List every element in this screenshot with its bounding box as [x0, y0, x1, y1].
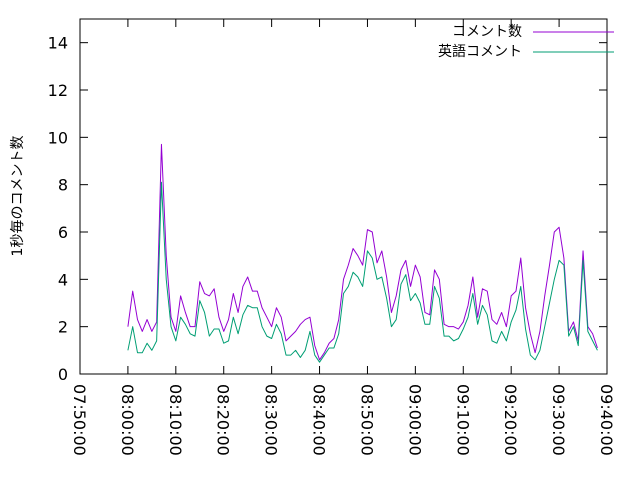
x-tick-label: 08:10:00	[166, 384, 185, 456]
series-layer	[127, 143, 598, 363]
x-tick-label: 08:20:00	[214, 384, 233, 456]
plot-frame	[79, 18, 608, 375]
x-tick-label: 09:30:00	[549, 384, 568, 456]
x-tick-label: 09:20:00	[501, 384, 520, 456]
y-tick-label: 12	[48, 81, 68, 100]
y-tick-label: 10	[48, 128, 68, 147]
x-tick-label: 09:10:00	[453, 384, 472, 456]
y-axis-title: 1秒毎のコメント数	[10, 136, 26, 257]
y-tick-label: 0	[58, 365, 68, 384]
x-tick-label: 07:50:00	[70, 384, 89, 456]
x-tick-label: 08:30:00	[262, 384, 281, 456]
x-tick-label: 08:40:00	[310, 384, 329, 456]
y-tick-label: 4	[58, 270, 68, 289]
series-line-2	[127, 181, 598, 363]
x-axis: 07:50:00 08:00:00 08:10:00 08:20:00 08:30:00…	[70, 19, 616, 456]
legend-label-series-2: 英語コメント	[438, 43, 522, 60]
x-tick-label: 09:40:00	[597, 384, 616, 456]
y-tick-label: 8	[58, 176, 68, 195]
y-axis: 0 2 4 6 8 10 12 14	[48, 34, 607, 384]
series-line-1	[127, 143, 598, 361]
x-tick-label: 08:50:00	[357, 384, 376, 456]
y-tick-label: 6	[58, 223, 68, 242]
x-tick-label: 09:00:00	[405, 384, 424, 456]
legend-label-series-1: コメント数	[452, 24, 522, 40]
legend: コメント数 英語コメント	[438, 24, 614, 60]
x-tick-label: 08:00:00	[118, 384, 137, 456]
y-tick-label: 14	[48, 34, 68, 53]
y-tick-label: 2	[58, 318, 68, 337]
